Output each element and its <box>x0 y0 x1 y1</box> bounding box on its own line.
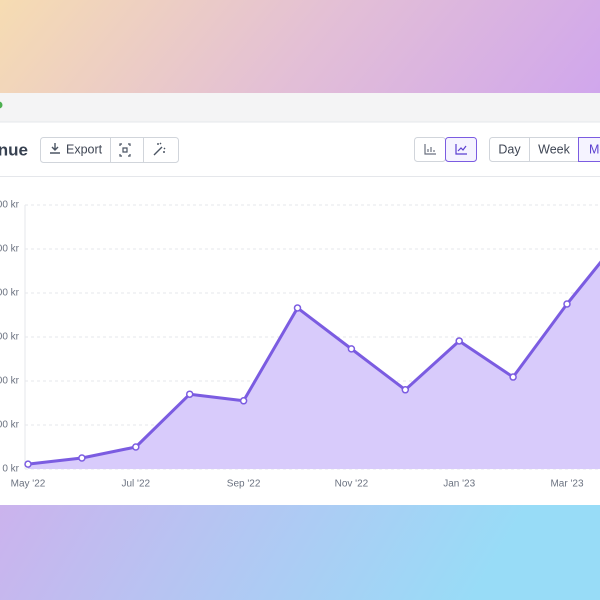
bar-icon <box>424 144 436 155</box>
window-titlebar <box>0 93 600 122</box>
window-control[interactable] <box>0 101 3 109</box>
chart: 0 kr 100 kr 200 kr 300 kr 400 kr 500 kr 600 kr… <box>0 200 600 490</box>
x-tick-label: Sep '22 <box>227 479 261 490</box>
point <box>347 345 356 353</box>
point <box>563 300 571 308</box>
button-group <box>40 137 179 163</box>
x-tick-label: May '22 <box>11 479 46 490</box>
point <box>132 443 140 451</box>
line-icon <box>455 144 467 155</box>
point <box>509 373 517 381</box>
point <box>78 454 86 462</box>
line <box>27 260 600 466</box>
point <box>293 304 302 312</box>
y-tick-label: 400 kr <box>0 288 20 299</box>
download-icon <box>50 143 60 154</box>
y-tick-label: 300 kr <box>0 332 20 343</box>
point <box>239 397 248 405</box>
y-tick-label: 500 kr <box>0 244 20 255</box>
export-button[interactable]: Export <box>50 142 103 156</box>
magic-button[interactable] <box>153 142 166 156</box>
x-tick-label: Mar '23 <box>550 479 583 490</box>
y-tick-label: 200 kr <box>0 376 20 387</box>
area-fill <box>28 263 600 469</box>
x-tick-label: Jul '22 <box>122 479 151 490</box>
x-tick-label: Jan '23 <box>443 479 475 490</box>
range-active <box>578 137 600 162</box>
range-month[interactable]: Month <box>589 142 600 156</box>
page-title: Revenue <box>0 140 28 159</box>
x-tick-label: Nov '22 <box>335 479 369 490</box>
fit-button[interactable] <box>119 143 131 157</box>
export-label: Export <box>66 142 103 156</box>
point <box>185 390 194 398</box>
range-day[interactable]: Day <box>498 142 521 156</box>
y-tick-label: 0 kr <box>2 464 19 475</box>
point <box>401 386 410 394</box>
range-group <box>489 137 600 162</box>
bar-chart-button[interactable] <box>414 137 446 162</box>
y-tick-label: 600 kr <box>0 200 20 211</box>
point <box>455 337 463 345</box>
y-tick-label: 100 kr <box>0 420 20 431</box>
point <box>24 460 32 468</box>
range-week[interactable]: Week <box>538 142 570 156</box>
line-chart-button[interactable] <box>445 137 477 162</box>
